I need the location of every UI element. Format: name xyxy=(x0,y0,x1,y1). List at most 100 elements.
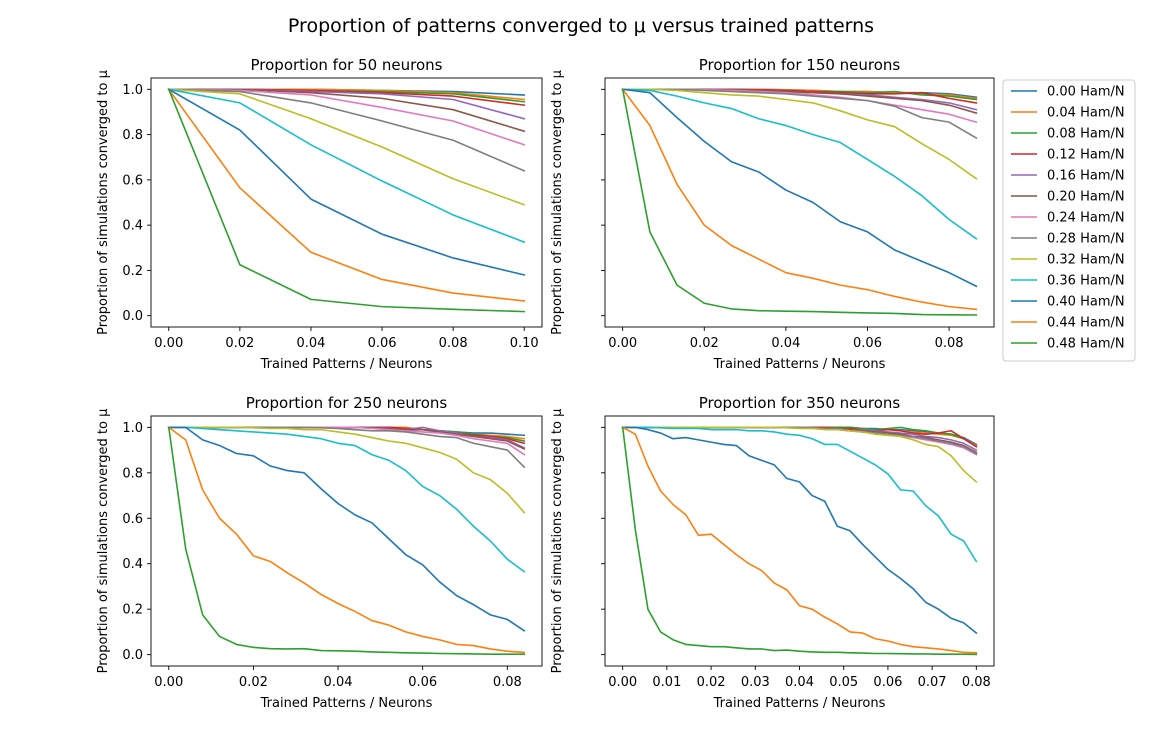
x-tick-label: 0.04 xyxy=(324,675,353,690)
y-tick-label: 0.4 xyxy=(122,219,143,234)
plot-area xyxy=(167,88,526,313)
x-tick-label: 0.03 xyxy=(741,675,770,690)
series-line-0-44-ham-n xyxy=(621,88,978,311)
series-line-0-44-ham-n xyxy=(621,426,978,654)
legend-entry: 0.20 Ham/N xyxy=(1047,190,1125,205)
series-line-0-40-ham-n xyxy=(167,426,526,632)
y-axis-label: Proportion of simulations converged to μ xyxy=(96,70,111,335)
x-tick-label: 0.08 xyxy=(493,675,522,690)
y-tick-label: 0.2 xyxy=(122,603,143,618)
legend-entry: 0.04 Ham/N xyxy=(1047,106,1125,121)
legend: 0.00 Ham/N 0.04 Ham/N 0.08 Ham/N 0.12 Ham/N… xyxy=(1002,79,1136,362)
y-tick-label: 0.0 xyxy=(122,309,143,324)
y-axis-label: Proportion of simulations converged to μ xyxy=(550,70,565,335)
x-tick-label: 0.04 xyxy=(785,675,814,690)
series-line-0-32-ham-n xyxy=(167,426,526,514)
plot-area xyxy=(621,426,978,656)
series-line-0-36-ham-n xyxy=(167,88,526,244)
x-tick-label: 0.00 xyxy=(154,336,183,351)
legend-frame xyxy=(1002,79,1136,362)
axes-frame xyxy=(150,415,543,667)
x-tick-label: 0.06 xyxy=(408,675,437,690)
x-tick-label: 0.02 xyxy=(697,675,726,690)
series-line-0-24-ham-n xyxy=(167,88,526,146)
series-line-0-48-ham-n xyxy=(167,426,526,655)
x-tick-label: 0.08 xyxy=(962,675,991,690)
y-tick-label: 0.2 xyxy=(122,264,143,279)
x-tick-label: 0.08 xyxy=(935,336,964,351)
series-line-0-40-ham-n xyxy=(621,426,978,635)
x-tick-label: 0.01 xyxy=(652,675,681,690)
series-line-0-36-ham-n xyxy=(621,426,978,563)
plot-area xyxy=(621,88,978,316)
subplot-1: 0.00 0.02 0.04 0.06 0.08 0.10 0.0 0.2 0.4 0.6 0.8 1… xyxy=(96,56,543,372)
x-tick-label: 0.08 xyxy=(439,336,468,351)
legend-entry: 0.48 Ham/N xyxy=(1047,337,1125,352)
subplot-4: 0.00 0.01 0.02 0.03 0.04 0.05 0.06 0.07 0.08 Prop… xyxy=(550,394,995,711)
series-line-0-40-ham-n xyxy=(621,88,978,288)
x-tick-label: 0.04 xyxy=(296,336,325,351)
series-line-0-48-ham-n xyxy=(621,426,978,656)
series-line-0-32-ham-n xyxy=(167,88,526,206)
y-tick-label: 1.0 xyxy=(122,83,143,98)
x-tick-label: 0.05 xyxy=(829,675,858,690)
series-line-0-44-ham-n xyxy=(167,88,526,302)
y-tick-label: 0.0 xyxy=(122,648,143,663)
legend-entry: 0.16 Ham/N xyxy=(1047,169,1125,184)
series-line-0-32-ham-n xyxy=(621,88,978,180)
x-tick-label: 0.02 xyxy=(239,675,268,690)
y-tick-label: 0.4 xyxy=(122,557,143,572)
x-tick-label: 0.00 xyxy=(608,675,637,690)
subplot-title: Proportion for 50 neurons xyxy=(251,56,443,74)
series-line-0-28-ham-n xyxy=(167,88,526,172)
y-tick-label: 0.8 xyxy=(122,466,143,481)
x-tick-label: 0.04 xyxy=(771,336,800,351)
series-line-0-20-ham-n xyxy=(167,88,526,133)
subplot-grid: 0.00 0.02 0.04 0.06 0.08 0.10 0.0 0.2 0.4 0.6 0.8 1… xyxy=(96,56,995,711)
legend-entry: 0.40 Ham/N xyxy=(1047,295,1125,310)
y-tick-label: 0.6 xyxy=(122,173,143,188)
subplot-3: 0.00 0.02 0.04 0.06 0.08 0.0 0.2 0.4 0.6 0.8 1.0 Pr… xyxy=(96,394,543,711)
series-line-0-36-ham-n xyxy=(167,426,526,573)
legend-entry: 0.24 Ham/N xyxy=(1047,211,1125,226)
axes-frame xyxy=(604,77,995,328)
x-tick-label: 0.00 xyxy=(154,675,183,690)
x-tick-label: 0.02 xyxy=(690,336,719,351)
figure-suptitle: Proportion of patterns converged to μ ve… xyxy=(288,15,874,37)
axes-frame xyxy=(150,77,543,328)
legend-entry: 0.32 Ham/N xyxy=(1047,253,1125,268)
series-line-0-48-ham-n xyxy=(621,88,978,316)
plot-area xyxy=(167,426,526,655)
series-line-0-32-ham-n xyxy=(621,426,978,484)
legend-entry: 0.44 Ham/N xyxy=(1047,316,1125,331)
legend-entry: 0.36 Ham/N xyxy=(1047,274,1125,289)
legend-entry: 0.12 Ham/N xyxy=(1047,148,1125,163)
y-tick-label: 0.8 xyxy=(122,128,143,143)
legend-entry: 0.28 Ham/N xyxy=(1047,232,1125,247)
subplot-title: Proportion for 150 neurons xyxy=(699,56,901,74)
series-line-0-48-ham-n xyxy=(167,88,526,313)
x-tick-label: 0.06 xyxy=(368,336,397,351)
x-tick-label: 0.00 xyxy=(608,336,637,351)
x-axis-label: Trained Patterns / Neurons xyxy=(260,357,433,372)
series-line-0-28-ham-n xyxy=(621,88,978,140)
x-tick-label: 0.06 xyxy=(853,336,882,351)
x-tick-label: 0.06 xyxy=(873,675,902,690)
legend-entry: 0.08 Ham/N xyxy=(1047,127,1125,142)
x-tick-label: 0.10 xyxy=(510,336,539,351)
series-line-0-44-ham-n xyxy=(167,426,526,654)
x-axis-label: Trained Patterns / Neurons xyxy=(713,696,886,711)
subplot-title: Proportion for 250 neurons xyxy=(246,394,448,412)
x-tick-label: 0.07 xyxy=(918,675,947,690)
x-axis-label: Trained Patterns / Neurons xyxy=(260,696,433,711)
y-axis-label: Proportion of simulations converged to μ xyxy=(96,409,111,674)
y-axis-label: Proportion of simulations converged to μ xyxy=(550,409,565,674)
x-tick-label: 0.02 xyxy=(225,336,254,351)
subplot-title: Proportion for 350 neurons xyxy=(699,394,901,412)
y-tick-label: 0.6 xyxy=(122,512,143,527)
series-line-0-40-ham-n xyxy=(167,88,526,276)
legend-entry: 0.00 Ham/N xyxy=(1047,85,1125,100)
y-tick-label: 1.0 xyxy=(122,421,143,436)
